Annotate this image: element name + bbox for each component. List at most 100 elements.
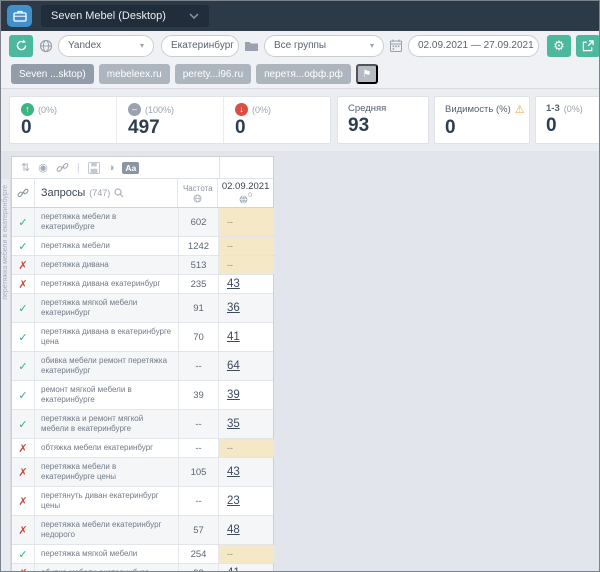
queries-column-header[interactable]: Запросы (747)	[35, 179, 179, 207]
globe-icon	[193, 194, 202, 202]
table-row[interactable]: ✗ обтяжка мебели екатеринбург -- --	[12, 439, 274, 458]
query-cell[interactable]: перетяжка мебели в екатеринбурге	[35, 208, 179, 236]
competitor-tab[interactable]: perety...i96.ru	[174, 64, 252, 84]
toolbar-section: Yandex ▾ Екатеринбург ▾ Все группы ▾ 02.…	[1, 31, 599, 89]
table-row[interactable]: ✓ перетяжка и ремонт мягкой мебели в екат…	[12, 410, 273, 439]
minus-icon: –	[128, 103, 141, 116]
position-link[interactable]: 43	[227, 466, 240, 478]
contrast-icon[interactable]: ◑	[107, 161, 115, 174]
position-link[interactable]: 39	[227, 389, 240, 401]
frequency-cell: 105	[179, 458, 219, 486]
competitor-tab[interactable]: Seven ...sktop)	[11, 64, 94, 84]
refresh-button[interactable]	[9, 34, 33, 57]
position-link[interactable]: 23	[227, 495, 240, 507]
frequency-cell: 91	[179, 294, 219, 322]
sort-icon[interactable]: ⇅	[21, 162, 31, 174]
cross-icon: ✗	[12, 439, 35, 457]
frequency-column-header[interactable]: Частота	[178, 179, 219, 207]
table-row[interactable]: ✓ перетяжка мебели 1242 --	[12, 237, 274, 256]
position-cell: 43	[219, 458, 274, 486]
query-cell[interactable]: перетяжка дивана екатеринбург	[35, 275, 179, 293]
table-row[interactable]: ✓ перетяжка мягкой мебели 254 --	[12, 545, 274, 564]
project-icon[interactable]	[7, 5, 32, 27]
date-range-value: 02.09.2021 — 27.09.2021	[418, 40, 534, 51]
query-cell[interactable]: перетянуть диван екатеринбург цены	[35, 487, 179, 515]
table-row[interactable]: ✗ перетяжка дивана 513 --	[12, 256, 274, 275]
table-row[interactable]: ✗ перетяжка мебели в екатеринбурге цены 10…	[12, 458, 273, 487]
table-row[interactable]: ✗ перетянуть диван екатеринбург цены -- 23	[12, 487, 273, 516]
query-cell[interactable]: обтяжка мебели екатеринбург	[35, 439, 179, 457]
check-icon: ✓	[12, 545, 35, 563]
position-cell: --	[219, 545, 274, 563]
query-cell[interactable]: перетяжка мягкой мебели	[35, 545, 179, 563]
flag-button[interactable]: ⚑	[355, 64, 378, 84]
gear-icon: ⚙	[553, 37, 565, 53]
date-range-select[interactable]: 02.09.2021 — 27.09.2021 ▾	[408, 34, 539, 57]
position-cell: --	[219, 256, 274, 274]
settings-button[interactable]: ⚙	[547, 34, 571, 57]
table-row[interactable]: ✗ перетяжка мебели екатеринбург недорого 5…	[12, 516, 273, 545]
stat-unchanged: – (100%) 497	[117, 97, 224, 143]
export-button[interactable]	[576, 34, 599, 57]
frequency-cell: --	[179, 410, 219, 438]
competitor-tab[interactable]: mebeleex.ru	[98, 64, 170, 84]
query-cell[interactable]: перетяжка мебели екатеринбург недорого	[35, 516, 179, 544]
query-cell[interactable]: обивка мебели екатеринбург	[35, 564, 179, 571]
calendar-icon[interactable]	[390, 39, 402, 52]
visibility-value: 0	[445, 117, 456, 138]
unchanged-value: 497	[128, 117, 160, 138]
position-link[interactable]: 41	[227, 331, 240, 343]
position-cell: 64	[219, 352, 274, 380]
cross-icon: ✗	[12, 458, 35, 486]
position-link[interactable]: 35	[227, 418, 240, 430]
region-select[interactable]: Екатеринбург ▾	[161, 34, 239, 57]
query-cell[interactable]: перетяжка дивана	[35, 256, 179, 274]
query-cell[interactable]: перетяжка мягкой мебели екатеринбург	[35, 294, 179, 322]
table-row[interactable]: ✓ обивка мебели ремонт перетяжка екатерин…	[12, 352, 273, 381]
search-icon[interactable]	[114, 188, 124, 198]
position-link[interactable]: 43	[227, 278, 240, 290]
queries-table: ⇅ ◉ | ◑ Aa Запросы (747)	[11, 156, 274, 571]
toolbar-divider: |	[76, 161, 80, 174]
frequency-cell: 235	[179, 275, 219, 293]
folder-icon[interactable]	[244, 40, 259, 52]
frequency-header-label: Частота	[182, 183, 213, 193]
improved-percent: (0%)	[38, 104, 58, 115]
stat-top1-3: 1-3 (0%) 0	[535, 96, 599, 144]
check-icon: ✓	[12, 410, 35, 438]
position-link[interactable]: 64	[227, 360, 240, 372]
query-cell[interactable]: перетяжка мебели	[35, 237, 179, 255]
position-link[interactable]: 41	[227, 567, 240, 571]
groups-select[interactable]: Все группы ▾	[264, 34, 384, 57]
frequency-cell: 39	[179, 381, 219, 409]
table-row[interactable]: ✓ перетяжка мягкой мебели екатеринбург 91 3…	[12, 294, 273, 323]
project-selector[interactable]: Seven Mebel (Desktop)	[41, 5, 209, 27]
check-icon: ✓	[12, 352, 35, 380]
save-icon[interactable]	[87, 161, 100, 174]
table-row[interactable]: ✗ перетяжка дивана екатеринбург 235 43	[12, 275, 273, 294]
position-link[interactable]: 48	[227, 524, 240, 536]
query-cell[interactable]: ремонт мягкой мебели в екатеринбурге	[35, 381, 179, 409]
competitor-tab[interactable]: перетя...офф.рф	[256, 64, 351, 84]
position-cell: 39	[219, 381, 274, 409]
table-row[interactable]: ✗обивка мебели екатеринбург93 41	[12, 564, 273, 571]
table-row[interactable]: ✓ ремонт мягкой мебели в екатеринбурге 39 3…	[12, 381, 273, 410]
query-cell[interactable]: обивка мебели ремонт перетяжка екатеринб…	[35, 352, 179, 380]
position-link[interactable]: 36	[227, 302, 240, 314]
position-cell: 36	[219, 294, 274, 322]
query-cell[interactable]: перетяжка дивана в екатеринбурге цена	[35, 323, 179, 351]
status-column-header[interactable]	[12, 179, 35, 207]
target-circle-icon[interactable]: ◉	[38, 162, 48, 174]
font-case-icon[interactable]: Aa	[122, 161, 140, 174]
search-engine-select[interactable]: Yandex ▾	[58, 34, 154, 57]
unchanged-percent: (100%)	[145, 104, 175, 115]
table-row[interactable]: ✓ перетяжка дивана в екатеринбурге цена 70…	[12, 323, 273, 352]
frequency-cell: 70	[179, 323, 219, 351]
query-cell[interactable]: перетяжка и ремонт мягкой мебели в екате…	[35, 410, 179, 438]
link-icon[interactable]	[56, 161, 69, 174]
top1-3-value: 0	[546, 115, 557, 136]
globe-icon	[39, 39, 53, 53]
date-column-header[interactable]: 02.09.2021 0	[218, 179, 273, 207]
query-cell[interactable]: перетяжка мебели в екатеринбурге цены	[35, 458, 179, 486]
table-row[interactable]: ✓ перетяжка мебели в екатеринбурге 602 --	[12, 208, 274, 237]
